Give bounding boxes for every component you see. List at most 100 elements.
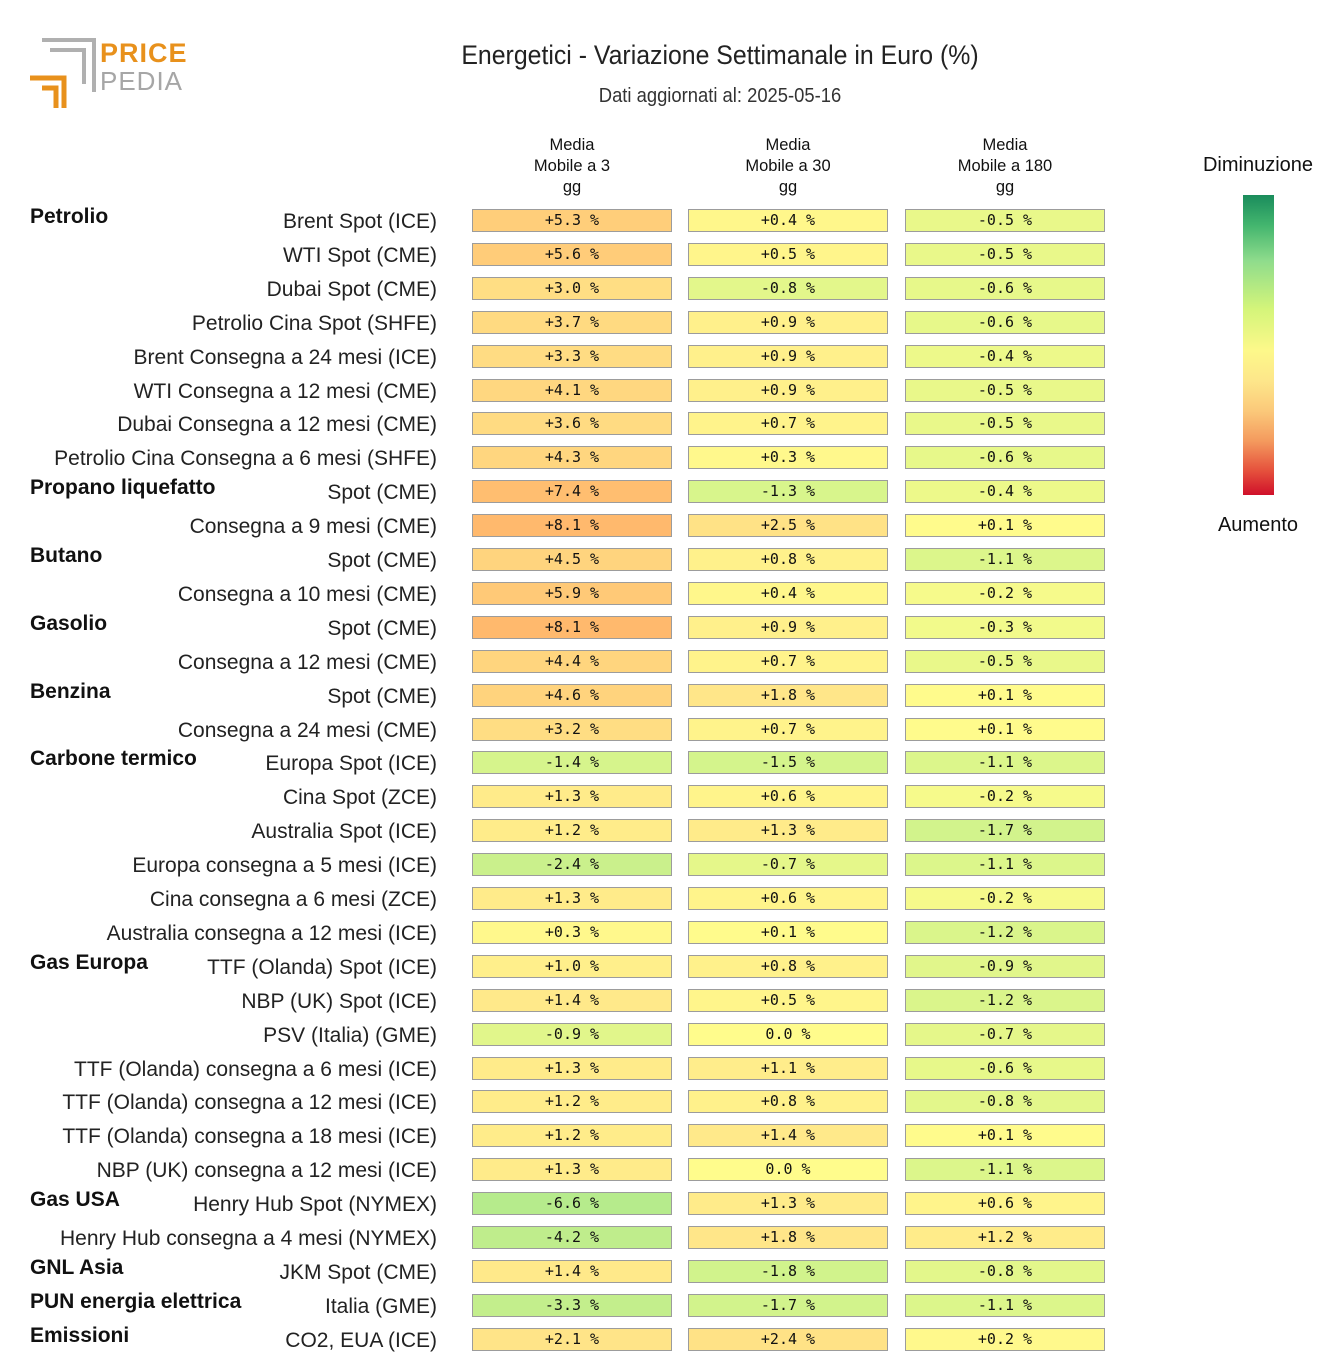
heatmap-cell: -0.6 % (905, 1056, 1105, 1080)
heatmap-cell: +7.4 % (472, 480, 672, 504)
row-label: Petrolio Cina Spot (SHFE) (191, 311, 437, 335)
row-label: CO2, EUA (ICE) (285, 1328, 437, 1352)
heatmap-cell: +5.6 % (472, 242, 672, 266)
row-label: Australia consegna a 12 mesi (ICE) (106, 921, 437, 945)
heatmap-cell: +0.7 % (688, 717, 888, 741)
row-label: Europa consegna a 5 mesi (ICE) (132, 854, 437, 878)
logo-text-pedia: PEDIA (100, 66, 184, 96)
heatmap-cell: +1.3 % (472, 1158, 672, 1182)
row-label: Europa Spot (ICE) (265, 752, 437, 776)
group-label: Butano (30, 544, 103, 567)
heatmap-cell: +3.3 % (472, 344, 672, 368)
heatmap-cell: -0.8 % (688, 276, 888, 300)
row-label: NBP (UK) Spot (ICE) (241, 989, 437, 1013)
group-label: PUN energia elettrica (30, 1289, 242, 1313)
heatmap-cell: +0.8 % (688, 954, 888, 978)
row-label: Italia (GME) (324, 1294, 437, 1318)
heatmap-cell: +0.1 % (905, 514, 1105, 538)
heatmap-cell: +0.7 % (688, 649, 888, 673)
group-label: Emissioni (30, 1323, 130, 1347)
heatmap-cell: +2.4 % (688, 1327, 888, 1351)
heatmap-cell: +0.1 % (905, 683, 1105, 707)
heatmap-cell: +0.9 % (688, 344, 888, 368)
row-label: Dubai Consegna a 12 mesi (CME) (117, 413, 437, 437)
heatmap-cell: +2.1 % (472, 1327, 672, 1351)
heatmap-cell: -1.1 % (905, 751, 1105, 775)
heatmap-cell: -3.3 % (472, 1293, 672, 1317)
heatmap-cell: -0.5 % (905, 649, 1105, 673)
heatmap-cell: +0.4 % (688, 209, 888, 232)
heatmap-cell: -0.5 % (905, 412, 1105, 436)
row-label: NBP (UK) consegna a 12 mesi (ICE) (96, 1159, 437, 1183)
row-label: TTF (Olanda) Spot (ICE) (207, 955, 437, 979)
logo-text-price: PRICE (100, 38, 188, 68)
heatmap-cell: -0.6 % (905, 276, 1105, 300)
row-label: Petrolio Cina Consegna a 6 mesi (SHFE) (54, 447, 437, 471)
row-label: TTF (Olanda) consegna a 6 mesi (ICE) (74, 1057, 437, 1081)
heatmap-cell: -0.7 % (905, 1022, 1105, 1046)
group-label: Propano liquefatto (30, 476, 216, 500)
heatmap-cell: -2.4 % (472, 853, 672, 877)
heatmap-cell: +3.2 % (472, 717, 672, 741)
heatmap-cell: +0.9 % (688, 378, 888, 402)
chart-title: Energetici - Variazione Settimanale in E… (461, 40, 979, 70)
heatmap-cell: +1.3 % (472, 1056, 672, 1080)
heatmap-cell: -0.6 % (905, 310, 1105, 334)
heatmap-cell: +1.2 % (472, 819, 672, 843)
heatmap-cell: +5.9 % (472, 581, 672, 605)
group-label: GNL Asia (30, 1255, 124, 1279)
heatmap-cell: +0.3 % (472, 920, 672, 944)
heatmap-cell: +1.2 % (905, 1226, 1105, 1249)
legend-top-label: Diminuzione (1202, 154, 1314, 176)
heatmap-cell: +0.5 % (688, 988, 888, 1012)
column-header: Media Mobile a 3 gg (533, 136, 611, 196)
group-label: Benzina (30, 679, 111, 703)
heatmap-cell: +1.8 % (688, 683, 888, 707)
legend-color-bar (1243, 195, 1274, 495)
heatmap-cell: -1.7 % (905, 819, 1105, 843)
heatmap-cell: +1.8 % (688, 1226, 888, 1249)
heatmap-cell: +3.7 % (472, 310, 672, 334)
group-label: Gas Europa (30, 950, 148, 974)
heatmap-cell: -0.8 % (905, 1259, 1105, 1283)
heatmap-cell: -4.2 % (472, 1226, 672, 1249)
heatmap-cell: +0.6 % (688, 785, 888, 809)
heatmap-cell: -0.2 % (905, 785, 1105, 809)
heatmap-cell: -1.7 % (688, 1293, 888, 1317)
row-label: Spot (CME) (327, 549, 437, 572)
heatmap-cell: -1.1 % (905, 853, 1105, 877)
heatmap-cell: +0.2 % (905, 1327, 1105, 1351)
heatmap-cell: -1.3 % (688, 480, 888, 504)
heatmap-cell: +1.3 % (688, 819, 888, 843)
heatmap-cell: -1.1 % (905, 1158, 1105, 1182)
heatmap-cell: -0.5 % (905, 378, 1105, 402)
heatmap-cell: +4.6 % (472, 683, 672, 707)
group-label: Carbone termico (30, 747, 197, 771)
row-label: JKM Spot (CME) (279, 1260, 437, 1284)
heatmap-cell: +0.4 % (688, 581, 888, 605)
heatmap-cell: +1.1 % (688, 1056, 888, 1080)
row-label: Consegna a 9 mesi (CME) (189, 515, 437, 539)
row-label: Consegna a 10 mesi (CME) (177, 582, 437, 606)
row-label: Consegna a 12 mesi (CME) (177, 650, 437, 674)
heatmap-cell: -0.6 % (905, 446, 1105, 470)
heatmap-cell: -0.9 % (905, 954, 1105, 978)
heatmap-cell: -1.1 % (905, 548, 1105, 571)
row-label: WTI Spot (CME) (282, 243, 437, 267)
heatmap-cell: +4.3 % (472, 446, 672, 470)
heatmap-cell: +1.4 % (688, 1124, 888, 1148)
heatmap-cell: +2.5 % (688, 514, 888, 538)
row-label: Brent Spot (ICE) (282, 210, 437, 233)
heatmap-cell: -1.5 % (688, 751, 888, 775)
heatmap-cell: 0.0 % (688, 1158, 888, 1182)
heatmap-cell: +1.3 % (472, 887, 672, 910)
heatmap-cell: -1.1 % (905, 1293, 1105, 1317)
heatmap-cell: +0.8 % (688, 548, 888, 571)
heatmap-cell: +1.3 % (688, 1192, 888, 1216)
heatmap-cell: +0.9 % (688, 310, 888, 334)
heatmap-cell: +0.1 % (905, 1124, 1105, 1148)
heatmap-cell: +4.4 % (472, 649, 672, 673)
row-label: Henry Hub Spot (NYMEX) (193, 1193, 437, 1217)
row-label: Consegna a 24 mesi (CME) (177, 718, 437, 742)
heatmap-cell: +0.6 % (905, 1192, 1105, 1216)
